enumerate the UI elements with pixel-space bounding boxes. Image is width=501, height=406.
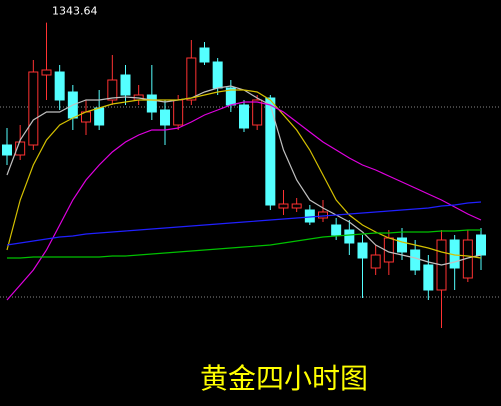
candle-body <box>344 229 355 244</box>
candle-body <box>54 71 65 101</box>
candle-body <box>370 254 381 269</box>
candle-body <box>331 224 342 236</box>
candle-body <box>107 79 118 101</box>
moving-average <box>7 229 481 259</box>
candle-body <box>278 203 289 209</box>
candle-body <box>2 144 12 156</box>
candle-body <box>28 71 39 146</box>
candle-body <box>318 211 328 219</box>
candle-body <box>252 99 263 126</box>
candle-body <box>423 264 434 291</box>
candle-body <box>265 97 276 206</box>
candle-body <box>304 209 315 223</box>
candle-body <box>357 242 368 259</box>
candle-body <box>397 237 407 253</box>
candle-body <box>476 234 486 256</box>
candle-body <box>410 249 421 271</box>
plot <box>0 22 501 328</box>
candle-body <box>15 141 26 156</box>
high-label: 1343.64 <box>52 5 98 18</box>
candle-body <box>94 107 105 126</box>
candle-body <box>212 61 223 89</box>
candle-body <box>160 109 170 126</box>
candle-body <box>239 104 249 129</box>
candle-body <box>199 47 210 63</box>
candle-body <box>120 74 131 96</box>
moving-average <box>6 201 482 246</box>
candle-body <box>186 57 197 101</box>
candle-body <box>173 99 184 126</box>
moving-average <box>6 89 482 259</box>
candle-body <box>146 94 157 113</box>
moving-average <box>6 101 482 301</box>
candle-body <box>291 203 302 209</box>
chart-title: 黄金四小时图 <box>200 362 368 395</box>
candle-body <box>41 69 52 76</box>
